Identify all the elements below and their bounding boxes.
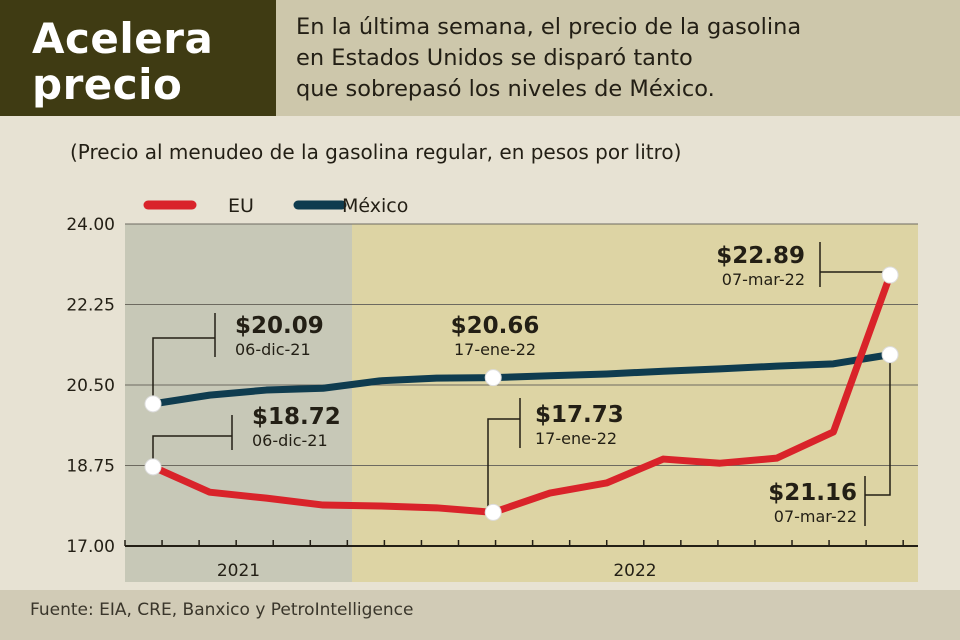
annotation-leader — [487, 418, 520, 512]
data-point-marker — [484, 503, 502, 521]
annotation-date: 07-mar-22 — [774, 507, 857, 526]
annotation-date: 07-mar-22 — [722, 270, 805, 289]
source-note: Fuente: EIA, CRE, Banxico y PetroIntelli… — [30, 600, 414, 620]
footer: Fuente: EIA, CRE, Banxico y PetroIntelli… — [0, 590, 960, 640]
annotation-leader — [865, 354, 891, 496]
series-line-eu — [149, 271, 894, 516]
legend-label: México — [342, 195, 408, 217]
y-tick-label: 24.00 — [66, 215, 115, 235]
title-line-1: Acelera — [32, 14, 214, 63]
y-tick-label: 18.75 — [66, 457, 115, 477]
y-tick-label: 22.25 — [66, 296, 115, 316]
annotation-leader — [152, 337, 215, 403]
description-line: que sobrepasó los niveles de México. — [296, 76, 715, 102]
x-period-label: 2021 — [217, 561, 260, 581]
data-point-marker — [144, 458, 162, 476]
annotation-value: $20.09 — [235, 313, 324, 339]
title-line-2: precio — [32, 60, 183, 109]
header-description: En la última semana, el precio de la gas… — [296, 12, 801, 105]
header-title-box: Acelera precio — [0, 0, 276, 116]
annotation-value: $17.73 — [535, 402, 624, 428]
line-chart: 24.00 22.25 20.50 18.75 17.00 2021 2022 EU Méxic… — [66, 195, 918, 582]
annotation-value: $20.66 — [451, 313, 540, 339]
chart-title: Acelera precio — [32, 16, 213, 108]
header-description-box: En la última semana, el precio de la gas… — [276, 0, 960, 116]
annotation-value: $21.16 — [768, 480, 857, 506]
annotation-date: 06-dic-21 — [235, 340, 311, 359]
chart-subtitle: (Precio al menudeo de la gasolina regula… — [70, 140, 682, 164]
legend-label: EU — [228, 195, 254, 217]
series-line-mexico — [149, 351, 894, 408]
annotation-value: $18.72 — [252, 404, 341, 430]
y-tick-label: 17.00 — [66, 537, 115, 557]
data-point-marker — [881, 266, 899, 284]
y-tick-label: 20.50 — [66, 376, 115, 396]
annotation-value: $22.89 — [716, 243, 805, 269]
x-period-label: 2022 — [613, 561, 656, 581]
period-bg-2022 — [352, 224, 918, 582]
data-point-marker — [484, 369, 502, 387]
data-point-marker — [144, 395, 162, 413]
description-line: en Estados Unidos se disparó tanto — [296, 45, 693, 71]
data-point-marker — [881, 346, 899, 364]
description-line: En la última semana, el precio de la gas… — [296, 14, 802, 40]
annotation-date: 17-ene-22 — [454, 340, 536, 359]
annotation-leader — [152, 435, 232, 465]
annotation-date: 06-dic-21 — [252, 431, 328, 450]
annotation-date: 17-ene-22 — [535, 429, 617, 448]
